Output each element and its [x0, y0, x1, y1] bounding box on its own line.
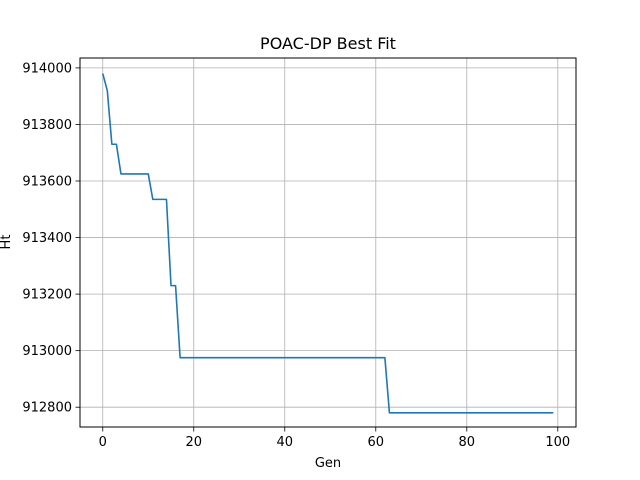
chart-title: POAC-DP Best Fit	[260, 34, 396, 53]
series-line	[101, 73, 554, 414]
x-tick-label: 60	[368, 435, 385, 450]
grid-lines	[80, 58, 576, 427]
y-tick-label: 914000	[22, 61, 72, 76]
x-tick-label: 100	[545, 435, 570, 450]
x-tick-label: 20	[185, 435, 202, 450]
y-tick-label: 913600	[22, 175, 72, 190]
x-tick-label: 0	[99, 435, 107, 450]
x-axis-label: Gen	[315, 456, 341, 471]
y-axis-label: Ht	[0, 235, 14, 250]
y-tick-label: 912800	[22, 401, 72, 416]
y-tick-label: 913800	[22, 118, 72, 133]
x-tick-label: 80	[459, 435, 476, 450]
y-tick-label: 913000	[22, 344, 72, 359]
y-tick-label: 913200	[22, 288, 72, 303]
series-layer	[101, 73, 554, 414]
plot-area-frame	[79, 57, 577, 428]
axis-ticks: 0 20 40 60 80 100 912800 913000 913200 913400 9136…	[22, 61, 570, 450]
x-tick-label: 40	[276, 435, 293, 450]
y-tick-label: 913400	[22, 231, 72, 246]
